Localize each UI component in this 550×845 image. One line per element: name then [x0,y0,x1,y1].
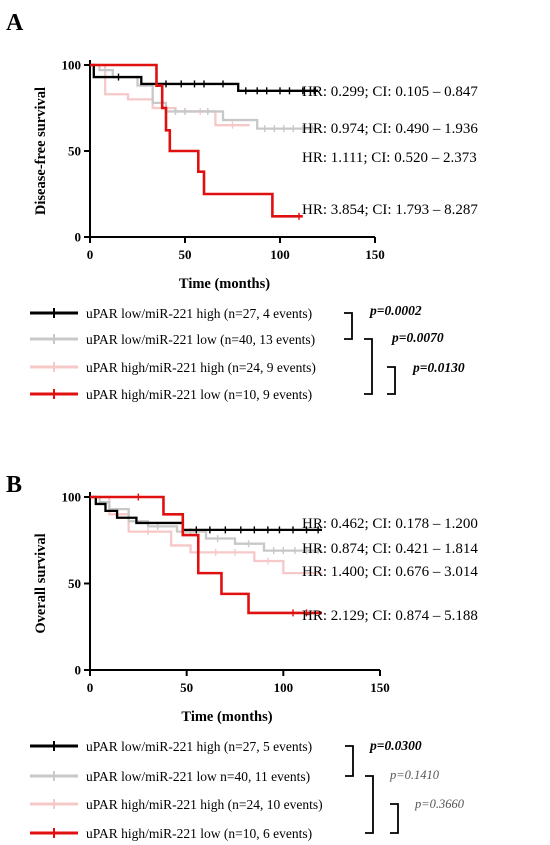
x-tick-label: 0 [87,680,94,695]
x-tick-label: 100 [274,680,294,695]
hazard-ratio-label: HR: 0.874; CI: 0.421 – 1.814 [302,541,478,557]
legend-entry: uPAR high/miR-221 high (n=24, 9 events) [86,360,316,375]
hazard-ratio-label: HR: 3.854; CI: 1.793 – 8.287 [302,202,478,218]
x-axis-title: Time (months) [179,276,270,292]
survival-curve-2 [90,495,322,552]
legend-entry: uPAR low/miR-221 high (n=27, 4 events) [86,306,312,321]
comparison-bracket [365,775,374,834]
x-tick-label: 50 [180,680,193,695]
p-value-label: p=0.0070 [391,330,444,345]
hazard-ratio-label: HR: 1.400; CI: 0.676 – 3.014 [302,564,478,580]
comparison-bracket [344,312,353,340]
x-tick-label: 50 [179,247,192,262]
y-axis-title: Disease-free survival [33,87,49,215]
comparison-bracket [345,745,354,777]
p-value-label: p=0.0002 [369,303,422,318]
x-tick-label: 0 [87,247,94,262]
hazard-ratio-label: HR: 2.129; CI: 0.874 – 5.188 [302,608,478,624]
legend-entry: uPAR high/miR-221 low (n=10, 6 events) [86,826,312,841]
survival-curve-4 [90,63,303,218]
panel-b: B 0 50 100 0 50 100 150 Overall survival Time (mo… [6,472,478,841]
legend-entry: uPAR high/miR-221 low (n=10, 9 events) [86,387,312,402]
p-value-label: p=0.1410 [389,768,440,782]
p-value-label: p=0.0130 [412,360,465,375]
comparison-bracket [390,803,399,834]
legend-entry: uPAR low/miR-221 low (n=40, 13 events) [86,332,315,347]
comparison-bracket [387,366,396,395]
hazard-ratio-label: HR: 0.974; CI: 0.490 – 1.936 [302,121,478,137]
survival-curve-2 [90,63,318,130]
x-tick-label: 100 [270,247,290,262]
survival-curve-3 [90,495,322,575]
panel-letter: A [6,10,24,36]
legend-entry: uPAR low/miR-221 low n=40, 11 events) [86,769,310,784]
y-tick-label: 50 [68,576,81,591]
legend-entry: uPAR low/miR-221 high (n=27, 5 events) [86,739,312,754]
panel-a: A 0 50 100 0 50 100 150 Disease-free survival Tim… [6,10,478,402]
y-tick-label: 100 [62,58,82,73]
hazard-ratio-label: HR: 0.299; CI: 0.105 – 0.847 [302,84,478,100]
y-axis-title: Overall survival [33,533,49,633]
x-tick-label: 150 [370,680,390,695]
x-axis-title: Time (months) [181,709,272,725]
y-tick-label: 50 [68,144,81,159]
hazard-ratio-label: HR: 0.462; CI: 0.178 – 1.200 [302,516,478,532]
survival-curve-4 [90,495,322,615]
y-tick-label: 0 [75,230,82,245]
y-tick-label: 100 [62,490,82,505]
p-value-label: p=0.0300 [369,738,422,753]
legend-entry: uPAR high/miR-221 high (n=24, 10 events) [86,797,323,812]
panel-letter: B [6,472,22,498]
y-tick-label: 0 [75,663,82,678]
survival-curve-1 [90,63,318,92]
p-value-label: p=0.3660 [414,797,465,811]
x-tick-label: 150 [365,247,385,262]
hazard-ratio-label: HR: 1.111; CI: 0.520 – 2.373 [302,150,477,166]
comparison-bracket [364,338,373,395]
